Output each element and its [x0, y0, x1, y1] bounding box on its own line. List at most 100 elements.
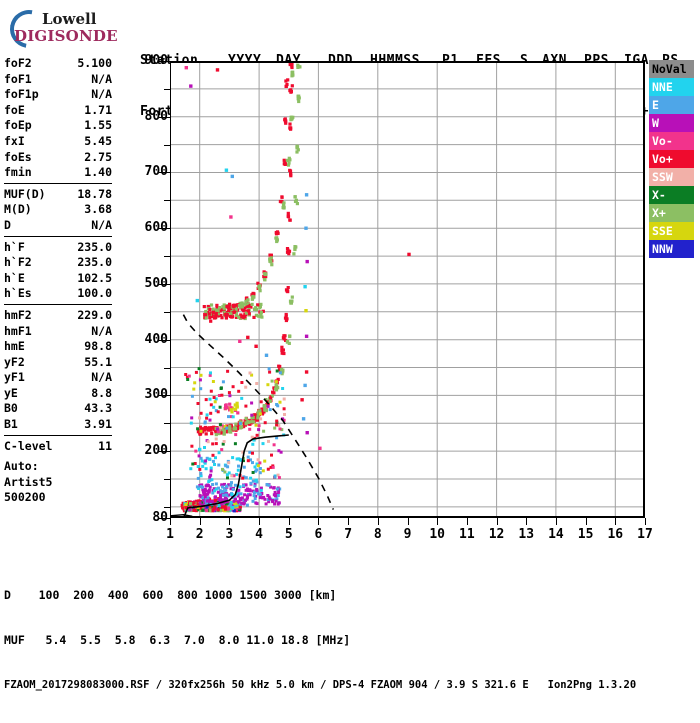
param-value: 8.8: [91, 385, 112, 400]
x-axis-tick: [585, 518, 587, 525]
legend-swatch-vo[interactable]: Vo+: [649, 150, 694, 168]
param-key: h`F: [4, 239, 25, 254]
y-axis-tick-major: [159, 451, 170, 453]
param-row-fmin: fmin 1.40: [4, 165, 112, 181]
y-axis-label-600: 600: [144, 220, 168, 236]
param-row-foE: foE 1.71: [4, 103, 112, 119]
y-axis-labels: 80 200 300 400 500 600 700 800 900: [124, 53, 168, 525]
param-group-3: hmF2 229.0 hmF1 N/A hmE 98.8 yF2 55.1 yF1 N/A yE 8.…: [4, 308, 112, 436]
legend-swatch-x[interactable]: X-: [649, 186, 694, 204]
x-axis-label-9: 9: [403, 527, 412, 542]
param-key: h`Es: [4, 286, 32, 301]
param-row-B0: B0 43.3: [4, 401, 112, 417]
auto-code: 500200: [4, 490, 46, 505]
param-row-yE: yE 8.8: [4, 386, 112, 402]
x-axis-label-1: 1: [166, 527, 174, 542]
y-axis-tick-minor: [164, 311, 170, 313]
x-axis-tick: [377, 518, 379, 525]
legend-swatch-nnw[interactable]: NNW: [649, 240, 694, 258]
legend-swatch-e[interactable]: E: [649, 96, 694, 114]
param-key: foE: [4, 102, 25, 117]
param-key: MUF(D): [4, 186, 46, 201]
legend-swatch-w[interactable]: W: [649, 114, 694, 132]
x-axis-label-6: 6: [314, 527, 323, 542]
param-key: B1: [4, 417, 18, 432]
param-row-hE: h`E 102.5: [4, 271, 112, 287]
auto-name: Artist5: [4, 474, 53, 489]
legend-swatch-ssw[interactable]: SSW: [649, 168, 694, 186]
legend-swatch-x[interactable]: X+: [649, 204, 694, 222]
legend-swatch-nne[interactable]: NNE: [649, 78, 694, 96]
param-key: D: [4, 217, 11, 232]
y-axis-tick-minor: [164, 423, 170, 425]
param-value: 229.0: [77, 307, 112, 322]
param-value: 5.45: [84, 133, 112, 148]
param-row-hmE: hmE 98.8: [4, 339, 112, 355]
param-row-hmF1: hmF1 N/A: [4, 324, 112, 340]
param-row-D: D N/A: [4, 218, 112, 234]
param-row-foEs: foEs 2.75: [4, 150, 112, 166]
x-axis-label-12: 12: [488, 527, 505, 542]
param-row-B1: B1 3.91: [4, 417, 112, 433]
param-value: N/A: [91, 217, 112, 232]
logo-digisonde-text: DIGISONDE: [14, 27, 118, 45]
param-value: N/A: [91, 71, 112, 86]
param-row-foF1p: foF1p N/A: [4, 87, 112, 103]
param-key: foF1p: [4, 87, 39, 102]
param-row-yF1: yF1 N/A: [4, 370, 112, 386]
y-axis-label-800: 800: [144, 108, 168, 124]
y-axis-tick-minor: [164, 144, 170, 146]
param-group-4: C-level 11: [4, 439, 112, 457]
x-axis-label-13: 13: [518, 527, 535, 542]
x-axis-ticks: [170, 518, 647, 527]
param-key: yE: [4, 385, 18, 400]
x-axis-tick: [229, 518, 231, 525]
param-value: 100.0: [77, 286, 112, 301]
param-value: 1.40: [84, 165, 112, 180]
x-axis-label-3: 3: [225, 527, 234, 542]
y-axis-ticks: [158, 61, 170, 519]
y-axis-tick-major: [159, 172, 170, 174]
logo-lowell-text: Lowell: [42, 10, 97, 28]
x-axis-tick: [199, 518, 201, 525]
x-axis-tick: [555, 518, 557, 525]
param-row-foF1: foF1 N/A: [4, 72, 112, 88]
param-key: hmF2: [4, 307, 32, 322]
y-axis-label-500: 500: [144, 275, 168, 291]
y-axis-label-900: 900: [144, 53, 168, 68]
param-value: 235.0: [77, 255, 112, 270]
legend-swatch-sse[interactable]: SSE: [649, 222, 694, 240]
x-axis-label-5: 5: [284, 527, 293, 542]
param-value: 235.0: [77, 239, 112, 254]
param-row-MD: M(D) 3.68: [4, 202, 112, 218]
x-axis-tick: [348, 518, 350, 525]
param-key: foEp: [4, 118, 32, 133]
ionogram-plot-area[interactable]: [170, 61, 645, 518]
y-axis-tick-major: [159, 61, 170, 62]
param-key: fmin: [4, 165, 32, 180]
param-key: fxI: [4, 133, 25, 148]
param-value: N/A: [91, 323, 112, 338]
auto-block: Auto: Artist5 500200: [4, 459, 112, 506]
param-value: 18.78: [77, 186, 112, 201]
footer-distance-row: D 100 200 400 600 800 1000 1500 3000 [km…: [4, 588, 337, 602]
param-key: h`F2: [4, 255, 32, 270]
param-value: 98.8: [84, 339, 112, 354]
footer-muf-row: MUF 5.4 5.5 5.8 6.3 7.0 8.0 11.0 18.8 [M…: [4, 633, 351, 647]
legend-swatch-noval[interactable]: NoVal: [649, 60, 694, 78]
param-key: B0: [4, 401, 18, 416]
y-axis-tick-minor: [164, 256, 170, 258]
param-key: foF1: [4, 71, 32, 86]
param-row-Clevel: C-level 11: [4, 439, 112, 455]
param-value: 2.75: [84, 149, 112, 164]
param-group-1: MUF(D) 18.78 M(D) 3.68 D N/A: [4, 187, 112, 237]
y-axis-label-80: 80: [152, 510, 168, 525]
x-axis-labels: 1 2 3 4 5 6 7 8 9 10 11 12 13 14 15 16 17: [150, 527, 670, 547]
param-value: 102.5: [77, 270, 112, 285]
x-axis-tick: [288, 518, 290, 525]
legend-swatch-vo[interactable]: Vo-: [649, 132, 694, 150]
x-axis-label-11: 11: [459, 527, 475, 542]
x-axis-label-14: 14: [548, 527, 564, 542]
y-axis-tick-major: [159, 339, 170, 341]
y-axis-tick-minor: [164, 506, 170, 508]
